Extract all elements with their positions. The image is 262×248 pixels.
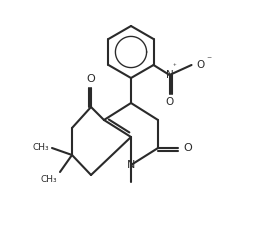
- Text: O: O: [87, 74, 95, 84]
- Text: CH₃: CH₃: [40, 176, 57, 185]
- Text: O: O: [184, 143, 192, 153]
- Text: ⁻: ⁻: [206, 55, 211, 65]
- Text: CH₃: CH₃: [32, 144, 49, 153]
- Text: ⁺: ⁺: [173, 64, 176, 70]
- Text: O: O: [165, 97, 174, 107]
- Text: N: N: [166, 70, 173, 80]
- Text: N: N: [127, 160, 135, 170]
- Text: O: O: [196, 60, 205, 70]
